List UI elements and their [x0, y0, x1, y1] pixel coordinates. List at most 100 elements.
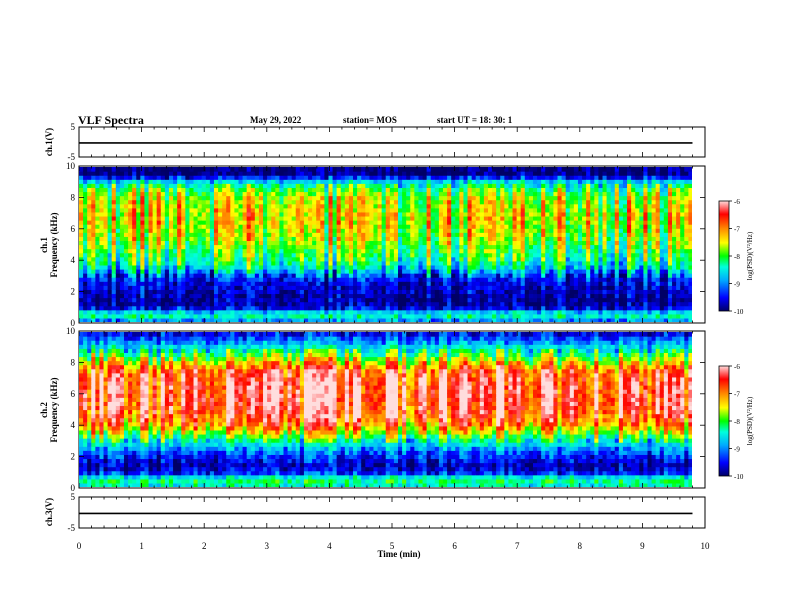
spectrogram-cell — [83, 195, 88, 201]
spectrogram-cell — [185, 260, 191, 266]
spectrogram-cell — [447, 199, 452, 205]
spectrogram-cell — [238, 167, 244, 172]
spectrogram-cell — [95, 224, 101, 229]
spectrogram-cell — [316, 260, 321, 266]
spectrogram-cell — [541, 211, 546, 217]
spectrogram-cell — [602, 317, 608, 322]
spectrogram-cell — [516, 309, 522, 315]
spectrogram-cell — [107, 175, 113, 180]
spectrogram-cell — [156, 191, 162, 197]
spectrogram-cell — [422, 305, 428, 311]
spectrogram-cell — [598, 285, 604, 290]
spectrogram-cell — [512, 236, 518, 242]
spectrogram-cell — [430, 313, 436, 319]
spectrogram-cell — [434, 248, 440, 254]
spectrogram-cell — [504, 273, 510, 278]
spectrogram-cell — [406, 179, 411, 184]
spectrogram-cell — [479, 256, 485, 262]
spectrogram-cell — [377, 317, 383, 322]
spectrogram-cell — [459, 236, 465, 242]
spectrogram-cell — [385, 179, 391, 184]
spectrogram-cell — [144, 277, 150, 282]
spectrogram-cell — [500, 215, 505, 221]
spectrogram-cell — [569, 187, 575, 193]
spectrogram-cell — [312, 171, 317, 176]
spectrogram-cell — [573, 199, 579, 205]
spectrogram-cell — [128, 285, 133, 290]
spectrogram-cell — [111, 301, 117, 307]
spectrogram-cell — [348, 264, 354, 270]
spectrogram-cell — [250, 171, 256, 176]
spectrogram-cell — [455, 183, 460, 188]
spectrogram-cell — [115, 305, 121, 311]
spectrogram-cell — [230, 215, 236, 221]
spectrogram-cell — [287, 252, 293, 258]
spectrogram-cell — [271, 317, 276, 322]
spectrogram-cell — [168, 171, 174, 176]
spectrogram-cell — [520, 220, 526, 225]
spectrogram-cell — [312, 305, 317, 311]
spectrogram-cell — [537, 297, 542, 303]
spectrogram-cell — [250, 175, 256, 180]
spectrogram-cell — [532, 187, 538, 193]
spectrogram-cell — [312, 236, 317, 242]
spectrogram-cell — [291, 317, 297, 322]
spectrogram-cell — [357, 277, 362, 282]
spectrogram-cell — [393, 260, 399, 266]
spectrogram-cell — [115, 207, 121, 213]
spectrogram-cell — [344, 232, 350, 237]
spectrogram-cell — [123, 301, 129, 307]
spectrogram-cell — [598, 240, 604, 246]
spectrogram-cell — [353, 293, 358, 299]
spectrogram-cell — [561, 317, 567, 322]
spectrogram-cell — [512, 203, 518, 209]
spectrogram-cell — [148, 211, 154, 217]
spectrogram-cell — [226, 313, 231, 319]
spectrogram-cell — [275, 268, 280, 274]
spectrogram-cell — [103, 236, 109, 242]
spectrogram-cell — [123, 309, 129, 315]
spectrogram-cell — [291, 289, 297, 295]
spectrogram-cell — [463, 273, 469, 278]
spectrogram-cell — [218, 191, 223, 197]
spectrogram-cell — [467, 260, 473, 266]
spectrogram-cell — [201, 297, 207, 303]
spectrogram-cell — [537, 260, 542, 266]
spectrogram-cell — [381, 273, 387, 278]
spectrogram-cell — [344, 236, 350, 242]
spectrogram-cell — [136, 281, 141, 286]
spectrogram-cell — [475, 183, 481, 188]
spectrogram-cell — [287, 207, 293, 213]
spectrogram-cell — [258, 268, 264, 274]
spectrogram-cell — [402, 220, 407, 225]
spectrogram-cell — [246, 297, 252, 303]
spectrogram-cell — [103, 183, 109, 188]
spectrogram-cell — [254, 273, 260, 278]
spectrogram-cell — [516, 228, 522, 233]
spectrogram-cell — [520, 260, 526, 266]
spectrogram-cell — [414, 309, 420, 315]
spectrogram-cell — [136, 207, 141, 213]
spectrogram-cell — [398, 240, 403, 246]
spectrogram-cell — [283, 260, 289, 266]
spectrogram-cell — [549, 240, 555, 246]
spectrogram-cell — [140, 215, 146, 221]
spectrogram-cell — [250, 285, 256, 290]
spectrogram-cell — [291, 285, 297, 290]
spectrogram-cell — [443, 273, 448, 278]
spectrogram-cell — [87, 215, 92, 221]
spectrogram-cell — [389, 309, 395, 315]
spectrogram-cell — [381, 199, 387, 205]
spectrogram-cell — [140, 179, 146, 184]
spectrogram-cell — [83, 260, 88, 266]
spectrogram-cell — [218, 228, 223, 233]
spectrogram-cell — [365, 179, 370, 184]
spectrogram-cell — [504, 301, 510, 307]
spectrogram-cell — [83, 285, 88, 290]
spectrogram-cell — [577, 293, 583, 299]
spectrogram-cell — [238, 203, 244, 209]
spectrogram-cell — [479, 260, 485, 266]
spectrogram-cell — [115, 175, 121, 180]
spectrogram-cell — [586, 305, 591, 311]
spectrogram-cell — [234, 207, 240, 213]
